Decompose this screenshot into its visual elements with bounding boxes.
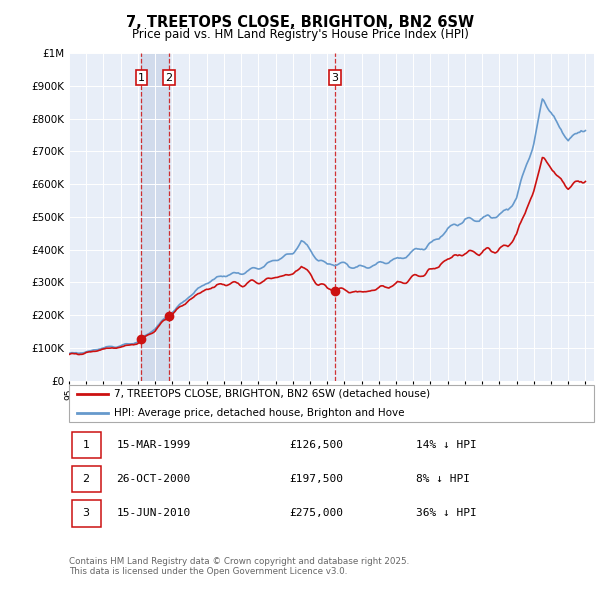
FancyBboxPatch shape (71, 432, 101, 458)
Text: 1: 1 (83, 440, 89, 450)
Text: Price paid vs. HM Land Registry's House Price Index (HPI): Price paid vs. HM Land Registry's House … (131, 28, 469, 41)
Text: 7, TREETOPS CLOSE, BRIGHTON, BN2 6SW: 7, TREETOPS CLOSE, BRIGHTON, BN2 6SW (126, 15, 474, 30)
Text: 2: 2 (166, 73, 173, 83)
Text: £197,500: £197,500 (290, 474, 343, 484)
FancyBboxPatch shape (71, 466, 101, 493)
Text: 7, TREETOPS CLOSE, BRIGHTON, BN2 6SW (detached house): 7, TREETOPS CLOSE, BRIGHTON, BN2 6SW (de… (113, 389, 430, 399)
Text: HPI: Average price, detached house, Brighton and Hove: HPI: Average price, detached house, Brig… (113, 408, 404, 418)
Text: 26-OCT-2000: 26-OCT-2000 (116, 474, 191, 484)
Text: £126,500: £126,500 (290, 440, 343, 450)
Text: 1: 1 (138, 73, 145, 83)
Text: 8% ↓ HPI: 8% ↓ HPI (415, 474, 470, 484)
Text: 15-MAR-1999: 15-MAR-1999 (116, 440, 191, 450)
Text: £275,000: £275,000 (290, 509, 343, 519)
Bar (142, 53, 169, 381)
Text: 15-JUN-2010: 15-JUN-2010 (116, 509, 191, 519)
Text: 2: 2 (83, 474, 89, 484)
Text: 14% ↓ HPI: 14% ↓ HPI (415, 440, 476, 450)
Text: 3: 3 (331, 73, 338, 83)
Text: Contains HM Land Registry data © Crown copyright and database right 2025.
This d: Contains HM Land Registry data © Crown c… (69, 556, 409, 576)
Text: 3: 3 (83, 509, 89, 519)
Text: 36% ↓ HPI: 36% ↓ HPI (415, 509, 476, 519)
FancyBboxPatch shape (69, 385, 594, 422)
FancyBboxPatch shape (71, 500, 101, 527)
